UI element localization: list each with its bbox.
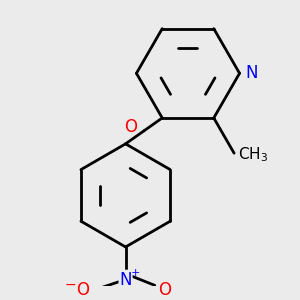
Text: N: N xyxy=(245,64,257,82)
Text: −: − xyxy=(64,278,76,292)
Text: O: O xyxy=(124,118,137,136)
Text: N: N xyxy=(119,271,132,289)
Text: O: O xyxy=(158,281,171,299)
Text: CH$_3$: CH$_3$ xyxy=(238,145,268,164)
Text: +: + xyxy=(130,268,140,278)
Text: O: O xyxy=(76,281,89,299)
